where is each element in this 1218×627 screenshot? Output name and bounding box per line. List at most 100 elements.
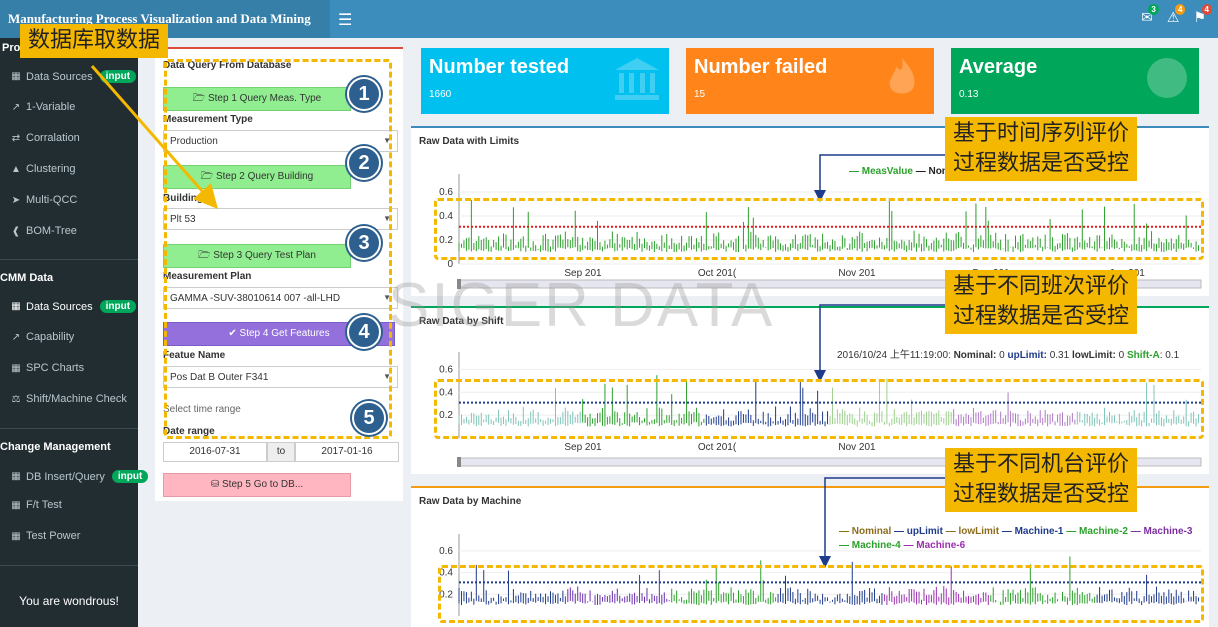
select-value: GAMMA -SUV-38010614 007 -all-LHD	[170, 293, 341, 304]
sidebar-item-label: Corralation	[26, 132, 80, 144]
stat-average: Average 0.13	[951, 48, 1199, 114]
sidebar-divider	[0, 565, 138, 566]
measurement-plan-label: Measurement Plan	[163, 271, 252, 282]
step3-query-test-plan-button[interactable]: 🗁 Step 3 Query Test Plan	[163, 244, 351, 268]
button-label: Step 3 Query Test Plan	[213, 250, 316, 261]
messages-count-badge: 3	[1148, 4, 1159, 15]
sidebar-item-ft-test[interactable]: ▦ F/t Test	[10, 499, 62, 511]
date-range-label: Date range	[163, 426, 215, 437]
feature-name-label: Featue Name	[163, 350, 226, 361]
step-number-2: 2	[347, 146, 381, 180]
sidebar-item-bom-tree[interactable]: ❰ BOM-Tree	[10, 225, 77, 237]
stat-label: Number failed	[694, 56, 828, 78]
sidebar-item-data-sources[interactable]: ▦ Data Sources input	[10, 70, 137, 83]
select-value: Plt 53	[170, 214, 196, 225]
sidebar-divider	[0, 259, 138, 260]
top-navbar: Manufacturing Process Visualization and …	[0, 0, 1218, 38]
machine-chart-highlight	[438, 565, 1204, 623]
sidebar-item-label: F/t Test	[26, 499, 62, 511]
sidebar-item-shift-machine-check[interactable]: ⚖ Shift/Machine Check	[10, 393, 127, 405]
step-number-3: 3	[347, 226, 381, 260]
chart-title: Raw Data with Limits	[419, 136, 520, 147]
sidebar-section-cmm: CMM Data	[0, 272, 54, 284]
sidebar-divider	[0, 428, 138, 429]
step5-go-to-db-button[interactable]: ⛁ Step 5 Go to DB...	[163, 473, 351, 497]
legend-machine-1: — Machine-1	[1001, 526, 1064, 537]
stat-number-failed: Number failed 15	[686, 48, 934, 114]
sidebar-item-label: SPC Charts	[26, 362, 85, 374]
check-icon: ✔	[228, 328, 240, 339]
watermark: SIGER DATA	[388, 271, 775, 340]
stat-label: Number tested	[429, 56, 570, 78]
callout-line: 基于时间序列评价	[953, 121, 1130, 146]
globe-icon	[1147, 58, 1187, 98]
warning-icon[interactable]: ⚠ 4	[1167, 4, 1186, 26]
sidebar-item-test-power[interactable]: ▦ Test Power	[10, 530, 80, 542]
rocket-icon: ➤	[11, 194, 21, 206]
sidebar-item-label: 1-Variable	[26, 101, 76, 113]
callout-line: 过程数据是否受控	[953, 151, 1130, 176]
table-icon: ▦	[11, 301, 21, 312]
raw-data-by-shift-chart[interactable]: 0.6 0.4 0.2 Sep 201 Oct 201(Nov 201	[411, 308, 1209, 474]
sidebar-item-spc-charts[interactable]: ▦ SPC Charts	[10, 362, 84, 374]
sidebar-item-corralation[interactable]: ⇄ Corralation	[10, 132, 80, 144]
sidebar-item-multi-qcc[interactable]: ➤ Multi-QCC	[10, 194, 78, 206]
steps-highlight-box	[164, 59, 392, 439]
date-from-input[interactable]: 2016-07-31	[163, 442, 267, 462]
y-tick-label: 0.2	[439, 410, 453, 421]
hamburger-icon[interactable]: ☰	[338, 12, 353, 29]
date-to-input[interactable]: 2017-01-16	[295, 442, 399, 462]
stat-value: 0.13	[959, 89, 979, 100]
input-badge: input	[111, 470, 149, 483]
stat-number-tested: Number tested 1660	[421, 48, 669, 114]
hover-low: 0	[1118, 350, 1125, 361]
x-tick-label: Sep 201	[564, 442, 602, 453]
sidebar-item-label: Clustering	[26, 163, 76, 175]
sidebar-item-label: Shift/Machine Check	[26, 393, 127, 405]
range-handle-left[interactable]	[457, 457, 461, 467]
sidebar-item-db-insert-query[interactable]: ▦ DB Insert/Query input	[10, 470, 149, 483]
hover-shift-key: Shift-A	[1126, 350, 1160, 361]
input-badge: input	[99, 300, 137, 313]
x-tick-label: Nov 201	[838, 442, 876, 453]
button-label: Step 4 Get Features	[239, 328, 330, 339]
machine-callout: 基于不同机台评价 过程数据是否受控	[945, 448, 1138, 512]
sidebar-item-label: Capability	[26, 331, 75, 343]
envelope-icon[interactable]: ✉ 3	[1141, 4, 1159, 26]
time-range-note: Select time range	[163, 404, 241, 415]
sidebar: Pro ▦ Data Sources input ↗ 1-Variable ⇄ Corr…	[0, 38, 149, 627]
line-chart-icon: ↗	[11, 101, 21, 113]
flag-icon[interactable]: ⚑ 4	[1193, 4, 1212, 26]
database-icon: ⛁	[210, 479, 222, 490]
sidebar-item-label: Test Power	[26, 530, 81, 542]
step-number-5: 5	[352, 401, 386, 435]
button-label: Step 5 Go to DB...	[222, 479, 304, 490]
stat-value: 1660	[429, 89, 452, 100]
table-icon: ▦	[11, 499, 21, 511]
table-icon: ▦	[11, 362, 21, 374]
db-callout: 数据库取数据	[20, 24, 169, 58]
shift-chart-highlight	[434, 379, 1204, 439]
callout-line: 过程数据是否受控	[953, 304, 1130, 329]
sidebar-item-cmm-data-sources[interactable]: ▦ Data Sources input	[10, 300, 137, 313]
hover-up: 0.31	[1049, 350, 1070, 361]
sidebar-item-clustering[interactable]: ▲ Clustering	[10, 163, 76, 175]
date-to-separator: to	[267, 442, 295, 462]
button-label: Step 2 Query Building	[215, 171, 314, 182]
sidebar-item-capability[interactable]: ↗ Capability	[10, 331, 75, 343]
feature-name-select[interactable]: Pos Dat B Outer F341 ▼	[163, 366, 398, 388]
building-select[interactable]: Plt 53 ▼	[163, 208, 398, 230]
sidebar-item-1-variable[interactable]: ↗ 1-Variable	[10, 101, 76, 113]
raw-data-with-limits-box: Raw Data with Limits — MeasValue — Nomi …	[411, 126, 1209, 296]
caret-down-icon: ▼	[383, 136, 391, 145]
measurement-plan-select[interactable]: GAMMA -SUV-38010614 007 -all-LHD ▼	[163, 287, 398, 309]
query-panel-title: Data Query From Database	[163, 60, 292, 71]
raw-data-by-machine-chart[interactable]: 0.6 0.4 0.2	[411, 488, 1209, 627]
range-handle-left[interactable]	[457, 279, 461, 289]
table-icon: ▦	[11, 71, 21, 82]
legend-machine-3: — Machine-3	[1130, 526, 1193, 537]
y-tick-label: 0.4	[439, 211, 453, 222]
time-callout: 基于时间序列评价 过程数据是否受控	[945, 117, 1138, 181]
y-tick-label: 0	[447, 259, 453, 270]
